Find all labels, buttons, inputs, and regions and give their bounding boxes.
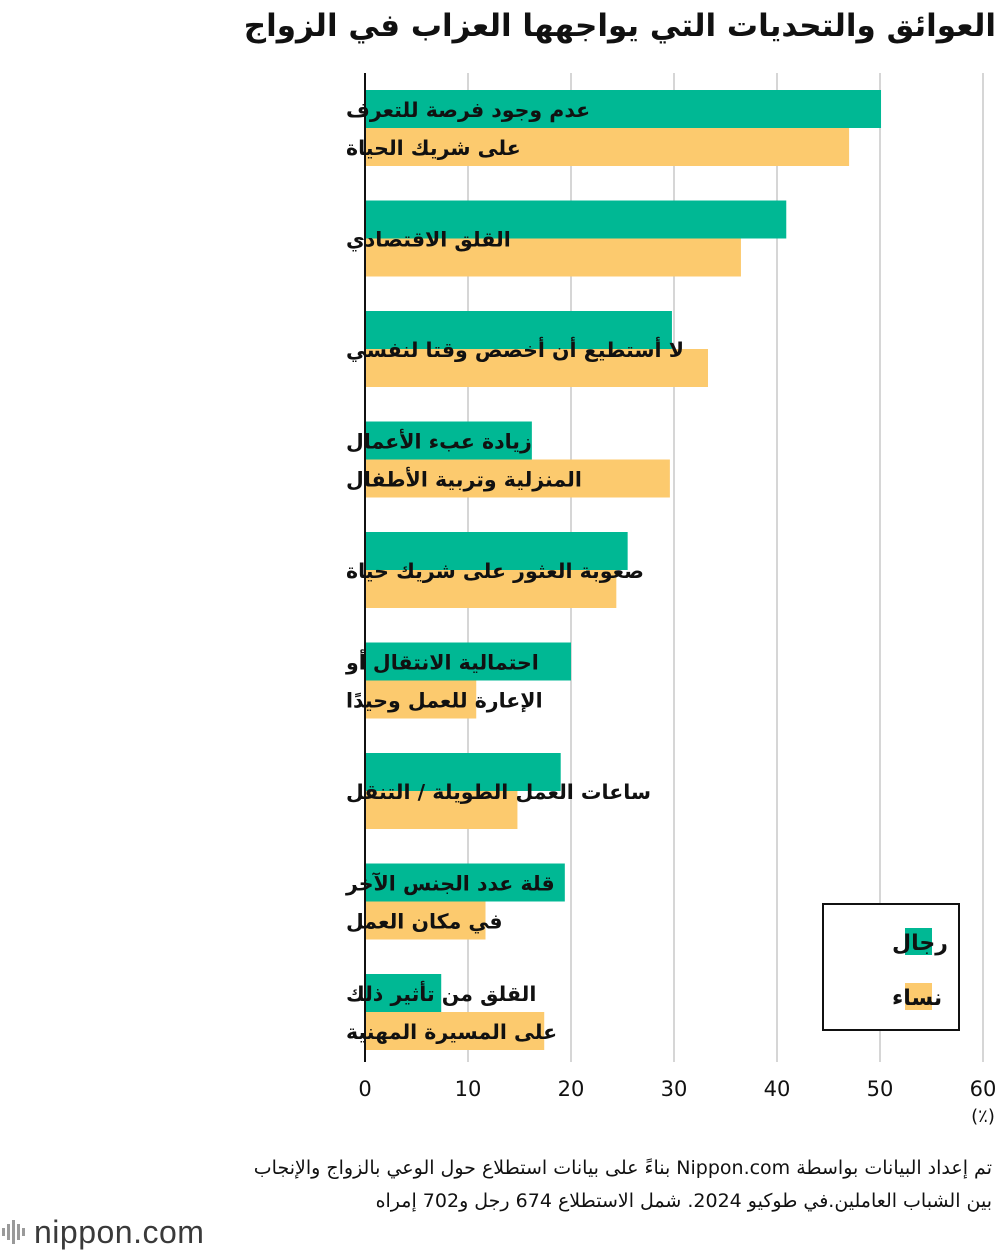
category-label-line: القلق من تأثير ذلك <box>346 980 536 1006</box>
bar-men <box>365 311 672 349</box>
bar-men <box>365 421 532 460</box>
category-label-line: على شريك الحياة <box>346 136 521 160</box>
bar-men <box>365 753 561 791</box>
category-label: عدم وجود فرصة للتعرف على شريك الحياة <box>346 98 590 160</box>
bar-women <box>365 570 617 608</box>
x-tick-label: 20 <box>558 1077 585 1101</box>
category-label: القلق من تأثير ذلك على المسيرة المهنية <box>346 980 557 1044</box>
bar-women <box>365 1012 545 1050</box>
legend-box <box>822 903 960 1031</box>
category-label: صعوبة العثور على شريك حياة <box>346 559 644 583</box>
x-tick-label: 40 <box>764 1077 791 1101</box>
bar-men <box>365 90 882 128</box>
category-label: احتمالية الانتقال أو الإعارة للعمل وحيدًا <box>345 649 543 713</box>
bar-women <box>365 901 486 940</box>
source-note: تم إعداد البيانات بواسطة Nippon.com بناء… <box>253 1157 992 1212</box>
bar-chart: 0 10 20 30 40 50 60 (٪) عدم وجود فرصة للتعرف على … <box>345 73 997 1127</box>
category-label-line: احتمالية الانتقال أو <box>345 649 539 675</box>
bar-men <box>365 532 628 570</box>
bar-men <box>365 863 565 902</box>
category-label-line: صعوبة العثور على شريك حياة <box>346 559 644 583</box>
x-tick-label: 10 <box>455 1077 482 1101</box>
x-tick-label: 0 <box>358 1077 371 1101</box>
nippon-logo: nippon.com <box>0 1210 204 1254</box>
bar-men <box>365 974 442 1012</box>
bar-women <box>365 128 850 166</box>
page-title: العوائق والتحديات التي يواجهها العزاب في… <box>243 8 996 44</box>
category-label-line: قلة عدد الجنس الآخر <box>345 872 555 896</box>
legend-swatch-men <box>905 928 932 955</box>
category-label-line: في مكان العمل <box>346 910 503 934</box>
logo-text: nippon.com <box>34 1213 205 1250</box>
category-label-line: لا أستطيع أن أخصص وقتا لنفسي <box>346 336 684 362</box>
bar-women <box>365 680 477 719</box>
x-tick-label: 60 <box>970 1077 997 1101</box>
category-label-line: المنزلية وتربية الأطفال <box>346 466 582 492</box>
legend-swatch-women <box>905 983 932 1010</box>
x-unit-label: (٪) <box>971 1106 995 1127</box>
category-label-line: زيادة عبء الأعمال <box>346 428 532 454</box>
category-label-line: الإعارة للعمل وحيدًا <box>346 689 543 713</box>
category-label: القلق الاقتصادي <box>346 228 511 253</box>
category-label-line: ساعات العمل الطويلة / التنقل <box>346 780 651 804</box>
category-label-line: عدم وجود فرصة للتعرف <box>346 98 590 122</box>
bar-men <box>365 642 571 681</box>
bar-men <box>365 200 787 239</box>
bar-women <box>365 238 741 277</box>
category-label-line: القلق الاقتصادي <box>346 228 511 253</box>
category-label: قلة عدد الجنس الآخر في مكان العمل <box>345 872 555 934</box>
category-label: زيادة عبء الأعمال المنزلية وتربية الأطفال <box>346 428 582 492</box>
nippon-logo-icon <box>2 1220 25 1244</box>
category-label-line: على المسيرة المهنية <box>346 1020 557 1044</box>
category-label: لا أستطيع أن أخصص وقتا لنفسي <box>346 336 684 362</box>
bar-women <box>365 459 670 498</box>
legend-label-women: نساء <box>892 986 942 1011</box>
bar-women <box>365 349 708 387</box>
x-tick-label: 50 <box>867 1077 894 1101</box>
x-tick-label: 30 <box>661 1077 688 1101</box>
legend-label-men: رجال <box>892 931 948 956</box>
category-label: ساعات العمل الطويلة / التنقل <box>346 780 651 804</box>
bar-women <box>365 791 518 829</box>
